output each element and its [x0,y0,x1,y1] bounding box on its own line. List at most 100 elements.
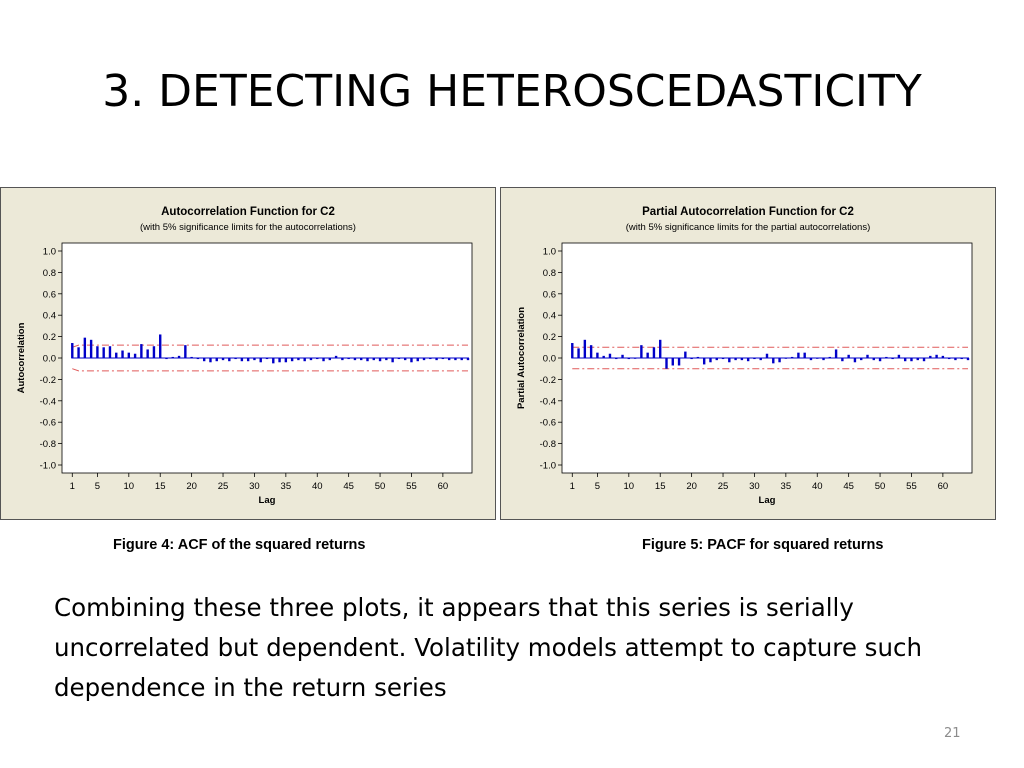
y-tick-label: 1.0 [43,247,56,258]
acf-chart: Autocorrelation Function for C2 (with 5% … [0,187,496,520]
acf-bar-lag-4 [89,339,93,358]
acf-bar-lag-51 [385,358,388,361]
acf-bar-lag-49 [372,358,375,361]
x-tick-label: 30 [249,481,260,492]
chart-subtitle: (with 5% significance limits for the aut… [140,222,356,233]
x-tick-label: 35 [281,481,292,492]
acf-bar-lag-47 [860,358,863,361]
y-tick-label: 0.0 [43,354,56,365]
acf-bar-lag-3 [83,337,87,358]
acf-bar-lag-57 [922,358,926,362]
y-tick-label: -0.6 [540,418,556,429]
y-tick-label: -0.4 [540,396,556,407]
acf-bar-lag-59 [935,354,938,358]
acf-bar-lag-63 [960,358,963,360]
acf-bar-lag-45 [847,354,850,358]
x-tick-label: 25 [218,481,229,492]
acf-bar-lag-9 [621,354,624,358]
x-tick-label: 10 [124,481,135,492]
acf-bar-lag-32 [265,358,269,360]
acf-bar-lag-5 [596,352,599,358]
acf-bar-lag-28 [240,358,244,362]
acf-bar-lag-50 [378,358,382,362]
acf-chart-panel: Autocorrelation Function for C2 (with 5% … [0,187,496,520]
acf-bar-lag-26 [228,358,231,362]
acf-bar-lag-40 [316,358,319,360]
slide-title: 3. DETECTING HETEROSCEDASTICITY [102,66,922,117]
acf-bar-lag-18 [177,355,181,358]
acf-bar-lag-27 [234,358,237,360]
acf-bar-lag-54 [903,358,907,362]
acf-bar-lag-6 [102,347,105,358]
acf-bar-lag-56 [916,358,919,361]
x-tick-label: 25 [718,481,729,492]
acf-bar-lag-14 [652,347,656,358]
acf-bar-lag-1 [571,343,574,358]
acf-bar-lag-5 [96,346,99,358]
acf-bar-lag-52 [891,358,894,360]
acf-bar-lag-38 [303,358,306,362]
upper-significance-limit [72,344,468,348]
acf-bar-lag-43 [834,349,838,358]
y-tick-label: 1.0 [543,247,556,258]
y-tick-label: -0.2 [40,375,56,386]
acf-bar-lag-36 [290,358,294,362]
acf-bar-lag-8 [115,352,118,358]
x-tick-label: 55 [406,481,417,492]
acf-bar-lag-4 [589,345,593,358]
x-tick-label: 15 [155,481,166,492]
acf-bar-lag-50 [878,358,882,362]
acf-bar-lag-25 [721,358,725,360]
acf-bar-lag-40 [816,358,819,359]
acf-bar-lag-19 [684,351,687,358]
acf-bar-lag-60 [441,358,445,360]
acf-bar-lag-44 [841,358,844,362]
acf-bar-lag-9 [121,350,124,358]
acf-bar-lag-12 [640,345,643,358]
acf-bar-lag-35 [284,358,288,363]
acf-bar-lag-48 [866,354,869,358]
x-axis-label: Lag [759,495,776,506]
x-tick-label: 50 [875,481,886,492]
acf-bar-lag-44 [341,358,344,361]
acf-bar-lag-32 [765,353,769,358]
acf-bar-lag-24 [715,358,718,361]
acf-bar-lag-13 [146,349,149,358]
acf-bar-lag-8 [615,358,618,360]
acf-bar-lag-64 [966,358,970,361]
x-tick-label: 45 [343,481,354,492]
acf-bar-lag-48 [366,358,369,362]
acf-bar-lag-22 [202,358,206,362]
chart-title: Autocorrelation Function for C2 [161,206,335,218]
x-tick-label: 55 [906,481,917,492]
acf-bar-lag-23 [209,358,212,363]
acf-bar-lag-35 [784,358,788,359]
acf-bar-lag-16 [665,358,668,369]
acf-bar-lag-18 [677,358,681,366]
acf-bar-lag-26 [728,358,731,363]
acf-bar-lag-60 [941,355,945,358]
x-tick-label: 30 [749,481,760,492]
y-tick-label: -0.2 [540,375,556,386]
acf-bar-lag-46 [853,358,857,363]
pacf-chart-panel: Partial Autocorrelation Function for C2 (… [500,187,996,520]
acf-bar-lag-30 [753,358,756,360]
acf-bar-lag-51 [885,356,888,358]
acf-bar-lag-59 [435,358,438,361]
acf-bar-lag-34 [278,358,281,363]
x-tick-label: 10 [624,481,635,492]
acf-bar-lag-2 [77,347,80,358]
y-tick-label: -0.6 [40,418,56,429]
x-tick-label: 15 [655,481,666,492]
acf-bar-lag-16 [165,358,168,360]
acf-bar-lag-20 [190,356,193,358]
acf-bar-lag-58 [929,355,932,358]
acf-bar-lag-58 [429,358,432,360]
acf-bar-lag-62 [454,358,457,361]
acf-bar-lag-37 [297,358,300,361]
x-tick-label: 5 [595,481,600,492]
y-tick-label: 0.8 [543,268,556,279]
acf-bar-lag-20 [690,358,693,360]
y-tick-label: -1.0 [40,461,56,472]
y-tick-label: -1.0 [540,461,556,472]
